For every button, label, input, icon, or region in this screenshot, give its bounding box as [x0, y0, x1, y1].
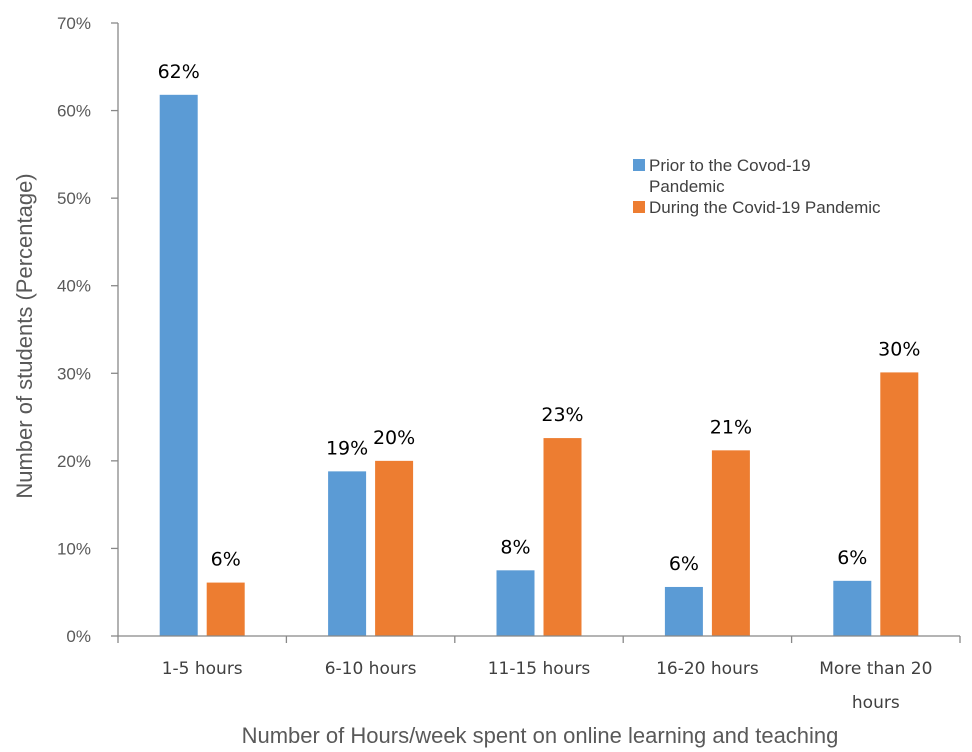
data-label: 21% [710, 416, 752, 438]
legend: Prior to the Covod-19 Pandemic During the … [633, 156, 881, 217]
bar-prior [159, 94, 198, 636]
data-label: 23% [541, 404, 583, 426]
x-tick-label: 11-15 hours [488, 659, 591, 679]
data-label: 30% [878, 338, 920, 360]
data-label: 6% [669, 553, 699, 575]
x-axis-ticks [117, 636, 961, 643]
bar-prior [833, 580, 872, 636]
bar-during [880, 372, 919, 636]
bar-prior [496, 570, 535, 636]
x-axis-labels: 1-5 hours 6-10 hours 11-15 hours 16-20 hour… [162, 659, 933, 713]
legend-label: Prior to the Covod-19 Pandemic [649, 156, 811, 196]
bars [159, 94, 919, 636]
data-label: 6% [837, 547, 867, 569]
legend-swatch [633, 159, 645, 171]
y-tick-label: 50% [57, 189, 91, 208]
legend-label: During the Covid-19 Pandemic [649, 198, 881, 217]
x-tick-label: 6-10 hours [325, 659, 417, 679]
y-tick-label: 60% [57, 102, 91, 121]
y-tick-label: 0% [66, 627, 91, 646]
data-label: 20% [373, 427, 415, 449]
y-axis-ticks: 0% 10% 20% 30% 40% 50% 60% 70% [57, 14, 118, 646]
y-tick-label: 70% [57, 14, 91, 33]
bar-prior [328, 471, 367, 636]
x-tick-label: More than 20 hours [819, 659, 932, 713]
data-label: 6% [211, 549, 241, 571]
x-axis-title: Number of Hours/week spent on online lea… [242, 723, 839, 748]
bar-prior [664, 586, 703, 636]
bar-during [543, 438, 582, 636]
y-tick-label: 20% [57, 452, 91, 471]
data-label: 19% [326, 437, 368, 459]
data-label: 62% [158, 61, 200, 83]
bar-during [711, 450, 750, 636]
y-tick-label: 30% [57, 364, 91, 383]
x-tick-label: 16-20 hours [656, 659, 759, 679]
data-labels: 62% 19% 8% 6% 6% 6% 20% 23% 21% 30% [158, 61, 921, 575]
x-tick-label: 1-5 hours [162, 659, 243, 679]
y-tick-label: 10% [57, 539, 91, 558]
legend-swatch [633, 201, 645, 213]
bar-during [206, 582, 245, 636]
y-axis-title: Number of students (Percentage) [12, 173, 37, 498]
y-tick-label: 40% [57, 277, 91, 296]
data-label: 8% [500, 536, 530, 558]
bar-during [375, 460, 414, 636]
